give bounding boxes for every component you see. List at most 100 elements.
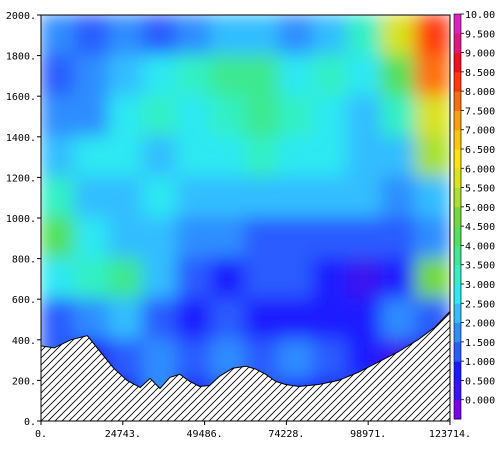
colorbar-label: 2.500 — [465, 299, 495, 310]
field-cell — [142, 298, 179, 341]
field-cell — [142, 257, 179, 301]
y-tick-label: 600. — [12, 295, 36, 306]
colorbar-swatch — [454, 149, 461, 169]
colorbar-label: 0.000 — [465, 396, 495, 407]
field-cell — [74, 176, 111, 219]
field-cell — [346, 298, 383, 341]
field-cell — [142, 217, 179, 260]
field-cell — [108, 54, 145, 98]
y-tick-label: 1600. — [6, 92, 36, 103]
field-cell — [346, 217, 383, 260]
colorbar-swatch — [454, 52, 461, 73]
colorbar-label: 6.000 — [465, 164, 495, 175]
y-tick-label: 1200. — [6, 173, 36, 184]
colorbar-label: 4.500 — [465, 222, 495, 233]
y-tick-label: 1400. — [6, 133, 36, 144]
field-cell — [414, 257, 450, 301]
axes: 0. 24743. 49486. 74228. 98971. 123714. 0. 200. 4… — [6, 11, 471, 440]
colorbar-label: 5.000 — [465, 203, 495, 214]
field-cell — [414, 217, 450, 260]
field-cell — [108, 95, 145, 138]
field-cell — [278, 135, 315, 179]
colorbar-swatch — [454, 110, 461, 131]
y-tick-label: 2000. — [6, 11, 36, 22]
field-cell — [278, 298, 315, 341]
colorbar-swatch — [454, 187, 461, 208]
field-cell — [346, 257, 383, 301]
field-cell — [244, 95, 281, 138]
colorbar-label: 3.000 — [465, 280, 495, 291]
colorbar-label: 1.500 — [465, 338, 495, 349]
colorbar-label: 7.000 — [465, 126, 495, 137]
field-cell — [380, 257, 417, 301]
field-cell — [312, 298, 349, 341]
field-cell — [346, 176, 383, 219]
colorbar-label: 5.500 — [465, 184, 495, 195]
colorbar-swatch — [454, 226, 461, 246]
field-cell — [278, 338, 315, 382]
colorbar-swatch — [454, 14, 461, 34]
field-cell — [380, 135, 417, 179]
x-tick-label: 0. — [35, 429, 47, 440]
field-cell — [312, 176, 349, 219]
colorbar-swatch — [454, 168, 461, 189]
field-cell — [278, 257, 315, 301]
colorbar-swatch — [454, 71, 461, 92]
field-cell — [176, 15, 213, 57]
y-tick-label: 0. — [24, 417, 36, 428]
y-tick-label: 200. — [12, 376, 36, 387]
field-cell — [380, 15, 417, 57]
colorbar-swatch — [454, 91, 461, 111]
field-cell — [346, 95, 383, 138]
y-tick-label: 1800. — [6, 52, 36, 63]
field-cell — [176, 257, 213, 301]
field-cell — [108, 176, 145, 219]
field-cell — [346, 15, 383, 57]
field-cell — [176, 338, 213, 382]
field-cell — [176, 135, 213, 179]
field-cell — [176, 298, 213, 341]
field-cell — [312, 135, 349, 179]
y-tick-label: 400. — [12, 336, 36, 347]
field-cell — [74, 257, 111, 301]
field-cell — [210, 95, 247, 138]
field-cell — [278, 217, 315, 260]
x-tick-label: 24743. — [105, 429, 141, 440]
colorbar-swatch — [454, 322, 461, 343]
colorbar-swatch — [454, 264, 461, 285]
field-cell — [312, 217, 349, 260]
field-cell — [41, 54, 77, 98]
field-cell — [380, 298, 417, 341]
field-cell — [176, 95, 213, 138]
field-cell — [244, 15, 281, 57]
field-cell — [41, 298, 77, 341]
colorbar-label: 1.000 — [465, 357, 495, 368]
x-tick-label: 74228. — [268, 429, 304, 440]
colorbar: 0.000 0.500 1.000 1.500 2.000 2.500 3.000 3.500… — [453, 10, 495, 420]
colorbar-label: 3.500 — [465, 261, 495, 272]
field-cell — [108, 135, 145, 179]
field-cell — [210, 135, 247, 179]
field-cell — [142, 176, 179, 219]
field-cell — [278, 95, 315, 138]
field-cell — [210, 176, 247, 219]
field-cell — [244, 135, 281, 179]
field-cell — [278, 54, 315, 98]
field-cell — [244, 298, 281, 341]
field-cell — [414, 176, 450, 219]
field-cell — [210, 54, 247, 98]
x-tick-label: 123714. — [429, 429, 471, 440]
field-cell — [74, 54, 111, 98]
field-cell — [41, 135, 77, 179]
field-cell — [74, 15, 111, 57]
field-cell — [414, 54, 450, 98]
field-cell — [414, 135, 450, 179]
field-cell — [176, 54, 213, 98]
field-cell — [41, 95, 77, 138]
colorbar-swatch — [454, 303, 461, 324]
colorbar-swatch — [454, 380, 461, 401]
colorbar-swatch — [454, 341, 461, 362]
field-cell — [380, 176, 417, 219]
field-cell — [244, 54, 281, 98]
